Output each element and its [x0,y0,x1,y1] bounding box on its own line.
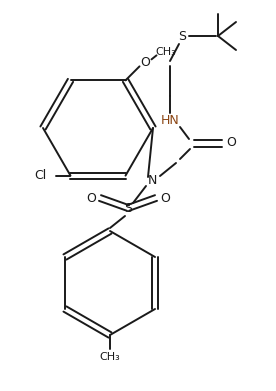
Text: S: S [178,29,186,43]
Text: O: O [140,56,150,69]
Text: N: N [147,174,157,188]
Text: HN: HN [161,115,179,127]
Text: O: O [86,192,96,204]
Text: O: O [226,136,236,149]
Text: CH₃: CH₃ [100,352,120,362]
Text: S: S [124,201,132,215]
Text: CH₃: CH₃ [155,47,176,57]
Text: O: O [160,192,170,204]
Text: Cl: Cl [34,169,47,182]
